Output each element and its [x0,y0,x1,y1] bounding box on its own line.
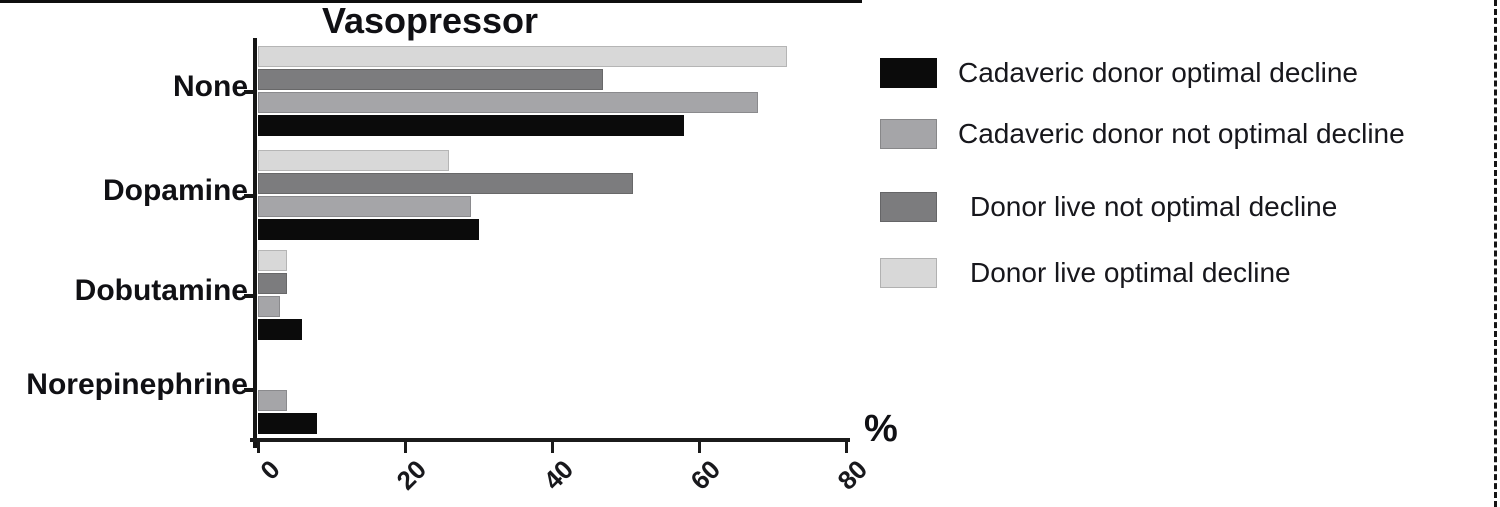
category-label: Dobutamine [74,274,248,307]
bar [258,219,479,240]
right-dashed-border [1494,0,1497,507]
bar [258,69,603,90]
x-tick [551,442,554,453]
legend-label: Donor live not optimal decline [970,191,1338,222]
y-axis-category-tick [244,194,255,198]
legend-swatch [880,58,937,88]
x-tick [845,442,848,453]
category-label: Dopamine [102,174,248,207]
bar [258,319,302,340]
legend-label: Cadaveric donor optimal decline [958,57,1358,88]
legend-swatch [880,119,937,149]
legend-label: Donor live optimal decline [970,257,1291,288]
x-tick [257,442,260,453]
category-label: Norepinephrine [26,368,248,401]
bar [258,92,758,113]
y-axis-category-tick [244,388,255,392]
bar [258,150,449,171]
y-axis-line [253,38,257,448]
x-tick-label: 0 [253,454,286,486]
x-tick [698,442,701,453]
x-axis-line [250,438,850,442]
legend-label: Cadaveric donor not optimal decline [958,118,1405,149]
x-tick-label: 40 [537,454,580,496]
bar [258,413,317,434]
bar [258,196,471,217]
legend-swatch [880,192,937,222]
legend-swatch [880,258,937,288]
top-border-line [0,0,862,3]
y-axis-category-tick [244,90,255,94]
x-tick-label: 20 [390,454,433,496]
chart-title: Vasopressor [321,0,539,41]
bar [258,273,287,294]
y-axis-category-tick [244,294,255,298]
bar [258,296,280,317]
x-tick [404,442,407,453]
bar [258,173,633,194]
bar [258,250,287,271]
category-label: None [173,70,248,103]
x-tick-label: 80 [831,454,874,496]
bar [258,115,684,136]
x-tick-label: 60 [684,454,727,496]
bar [258,46,787,67]
bar [258,390,287,411]
x-axis-unit-label: % [864,408,898,450]
